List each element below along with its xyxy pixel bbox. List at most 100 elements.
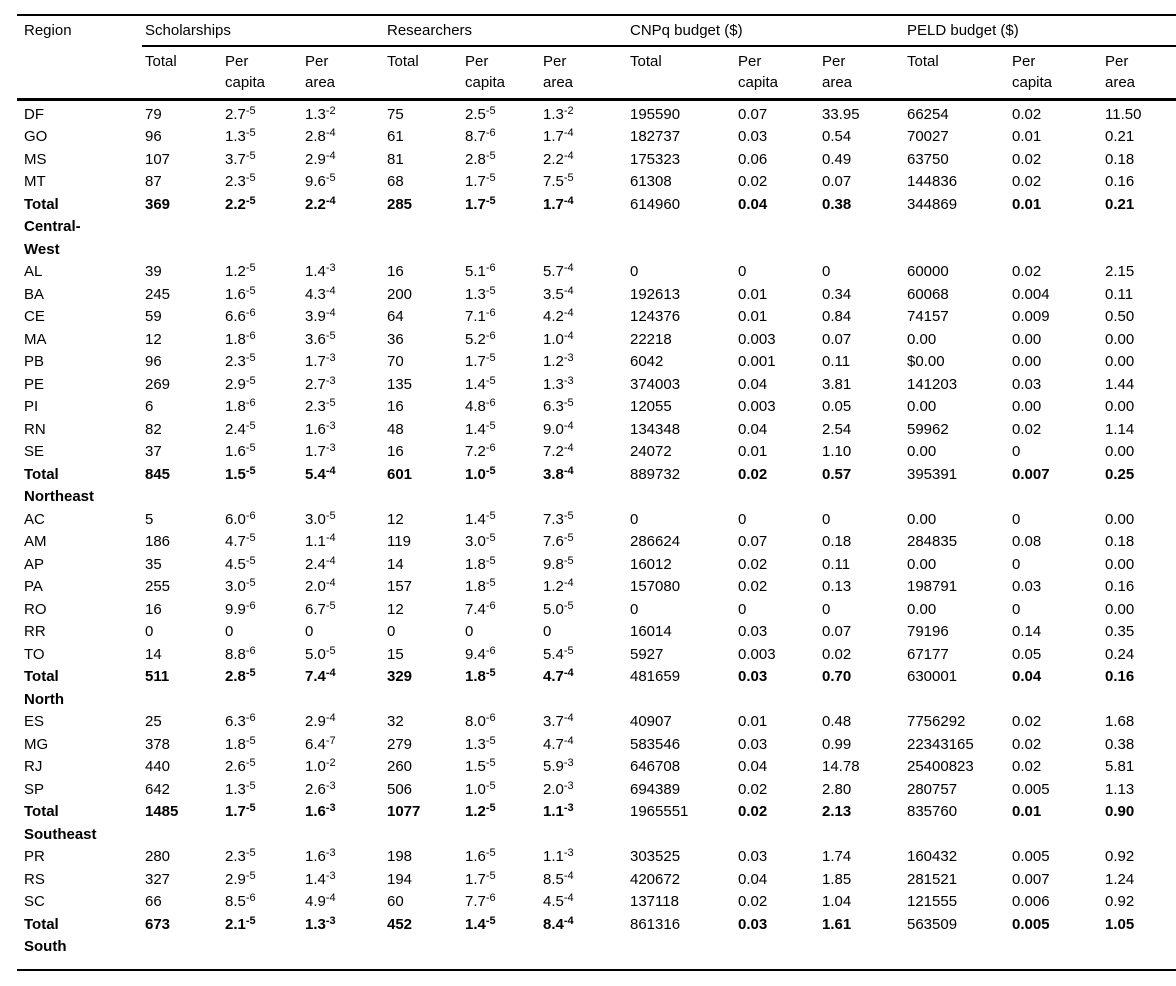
region-cell: SC bbox=[24, 893, 45, 910]
value-cell: 8.4-4 bbox=[543, 914, 574, 933]
value-cell: 6.0-6 bbox=[225, 509, 256, 528]
sub-header-peld-per-capita: Per capita bbox=[1009, 46, 1102, 101]
exponent: -5 bbox=[485, 374, 496, 387]
value-cell: 5 bbox=[145, 510, 154, 528]
value-cell: 160432 bbox=[907, 848, 958, 865]
value-cell: 0.35 bbox=[1105, 623, 1135, 640]
value-cell: 4.3-4 bbox=[305, 284, 336, 303]
value-cell: 5.2-6 bbox=[465, 329, 496, 348]
table-row: ES 25 6.3-6 2.9-4 32 8.0-6 3.7-4 40907 0.01 0.48 7… bbox=[17, 711, 1176, 734]
exponent: -4 bbox=[325, 127, 336, 139]
exponent: -5 bbox=[245, 757, 256, 769]
value-cell: 2.80 bbox=[822, 780, 852, 798]
sub-header-scholarships-per-area: Per area bbox=[302, 46, 384, 101]
value-cell: 0.03 bbox=[738, 128, 768, 145]
value-cell: 0.00 bbox=[1105, 600, 1135, 618]
value-cell: 79 bbox=[145, 105, 162, 123]
value-cell: 5.81 bbox=[1105, 758, 1135, 775]
value-cell: 1.6-3 bbox=[305, 802, 336, 821]
table-row: SE 37 1.6-5 1.7-3 16 7.2-6 7.2-4 24072 0.01 1.10 0… bbox=[17, 441, 1176, 464]
value-cell: 0.003 bbox=[738, 330, 776, 348]
value-cell: 583546 bbox=[630, 735, 681, 753]
value-cell: 0.02 bbox=[1012, 758, 1042, 775]
value-cell: 0.04 bbox=[738, 420, 768, 438]
table-row: RR 0 0 0 0 0 0 16014 0.03 0.07 79196 0.14 0.35 bbox=[17, 621, 1176, 644]
region-cell: GO bbox=[24, 128, 48, 145]
value-cell: 0.48 bbox=[822, 713, 852, 730]
value-cell: 2.8-4 bbox=[305, 127, 336, 146]
value-cell: 107 bbox=[145, 150, 171, 168]
value-cell: 1.4-5 bbox=[465, 509, 496, 528]
region-cell: PE bbox=[24, 375, 45, 393]
value-cell: 6.6-6 bbox=[225, 307, 256, 326]
value-cell: 255 bbox=[145, 578, 171, 595]
exponent: -4 bbox=[563, 442, 574, 454]
value-cell: 1.6-5 bbox=[465, 847, 496, 866]
exponent: -5 bbox=[245, 734, 256, 747]
exponent: -5 bbox=[485, 419, 496, 432]
exponent: -5 bbox=[325, 599, 336, 612]
value-cell: 1.0-4 bbox=[543, 329, 574, 348]
sub-header-scholarships-total: Total bbox=[142, 46, 222, 101]
sub-header-peld-per-area: Per area bbox=[1102, 46, 1176, 101]
exponent: -4 bbox=[563, 149, 574, 162]
column-group-cnpq-budget: CNPq budget ($) bbox=[627, 15, 904, 47]
value-cell: 245 bbox=[145, 285, 171, 303]
value-cell: 1965551 bbox=[630, 803, 689, 820]
exponent: -6 bbox=[485, 442, 496, 454]
value-cell: 0.005 bbox=[1012, 848, 1050, 865]
value-cell: 0.92 bbox=[1105, 848, 1135, 865]
value-cell: 1.7-5 bbox=[465, 869, 496, 888]
exponent: -3 bbox=[325, 374, 336, 387]
exponent: -4 bbox=[563, 869, 574, 882]
value-cell: 7.1-6 bbox=[465, 307, 496, 326]
value-cell: 845 bbox=[145, 465, 171, 483]
value-cell: 48 bbox=[387, 420, 404, 438]
table-row: RO 16 9.9-6 6.7-5 12 7.4-6 5.0-5 0 0 0 0.00 0 0.00 bbox=[17, 599, 1176, 622]
value-cell: 0.02 bbox=[822, 645, 852, 663]
value-cell: 1.6-5 bbox=[225, 442, 256, 461]
value-cell: 0.16 bbox=[1105, 668, 1135, 685]
value-cell: 60068 bbox=[907, 285, 949, 303]
value-cell: 2.9-5 bbox=[225, 869, 256, 888]
value-cell: 0.04 bbox=[738, 375, 768, 393]
value-cell: 0.005 bbox=[1012, 780, 1050, 798]
value-cell: 7.5-5 bbox=[543, 172, 574, 191]
value-cell: 280757 bbox=[907, 780, 958, 798]
value-cell: 1.13 bbox=[1105, 780, 1135, 798]
value-cell: 0.06 bbox=[738, 150, 768, 168]
value-cell: 67177 bbox=[907, 645, 949, 663]
exponent: -6 bbox=[245, 307, 256, 319]
region-cell: ES bbox=[24, 713, 45, 730]
value-cell: 9.0-4 bbox=[543, 419, 574, 438]
value-cell: 119 bbox=[387, 533, 411, 550]
value-cell: 1.4-5 bbox=[465, 374, 496, 393]
exponent: -5 bbox=[245, 847, 256, 859]
exponent: -5 bbox=[325, 329, 336, 342]
exponent: -6 bbox=[245, 509, 256, 522]
region-cell: Total Southeast bbox=[24, 803, 97, 843]
exponent: -2 bbox=[325, 104, 336, 117]
value-cell: 144836 bbox=[907, 173, 958, 190]
value-cell: 861316 bbox=[630, 915, 681, 933]
value-cell: 0.03 bbox=[738, 848, 768, 865]
value-cell: 1.85 bbox=[822, 870, 852, 888]
region-cell: TO bbox=[24, 645, 45, 663]
value-cell: 66254 bbox=[907, 105, 949, 123]
value-cell: 1.4-3 bbox=[305, 869, 336, 888]
region-cell: MT bbox=[24, 173, 46, 190]
value-cell: 70 bbox=[387, 353, 404, 370]
value-cell: 1.4-5 bbox=[465, 419, 496, 438]
value-cell: 0.14 bbox=[1012, 623, 1042, 640]
table-row: SP 642 1.3-5 2.6-3 506 1.0-5 2.0-3 694389 0.02 2.… bbox=[17, 779, 1176, 802]
exponent: -5 bbox=[563, 509, 574, 522]
exponent: -6 bbox=[245, 329, 256, 342]
value-cell: 1.2-4 bbox=[543, 577, 574, 596]
value-cell: 0.03 bbox=[738, 915, 768, 933]
value-cell: 0.00 bbox=[1105, 398, 1135, 415]
value-cell: 3.81 bbox=[822, 375, 852, 393]
value-cell: 2.4-5 bbox=[225, 419, 256, 438]
value-cell: 2.3-5 bbox=[305, 397, 336, 416]
column-group-peld-budget: PELD budget ($) bbox=[904, 15, 1176, 47]
total-row: Total North 511 2.8-5 7.4-4 329 1.8-5 4.7-4 481… bbox=[17, 666, 1176, 711]
